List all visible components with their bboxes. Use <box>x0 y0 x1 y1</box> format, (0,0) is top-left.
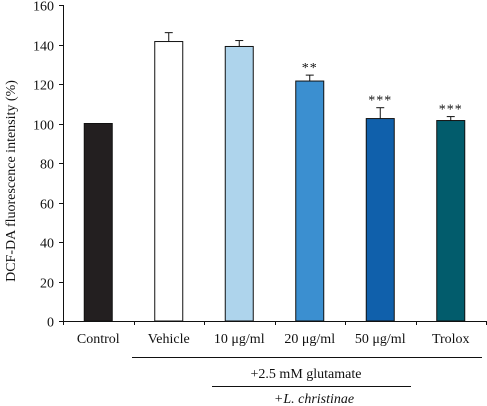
bar <box>436 120 466 322</box>
significance-marker: ** <box>302 61 318 76</box>
y-tick-label: 140 <box>33 40 54 55</box>
x-axis <box>63 321 487 325</box>
category-label: Vehicle <box>148 332 190 347</box>
bar <box>154 41 184 322</box>
y-axis-label: DCF-DA fluorescence intensity (%) <box>4 80 19 282</box>
category-labels: Control Vehicle 10 μg/ml 20 μg/ml 50 μg/ml Tr… <box>77 332 470 347</box>
category-label: 10 μg/ml <box>214 332 265 347</box>
y-tick-label: 120 <box>33 79 54 94</box>
significance-marker: *** <box>368 94 392 109</box>
category-label: Control <box>77 332 120 347</box>
significance-marker: *** <box>439 103 463 118</box>
y-tick-label: 100 <box>33 119 54 134</box>
category-label: 20 μg/ml <box>284 332 335 347</box>
y-tick-label: 80 <box>40 158 54 173</box>
bar <box>83 123 113 322</box>
y-tick-label: 20 <box>40 277 54 292</box>
group-label-glutamate: +2.5 mM glutamate <box>251 367 362 382</box>
error-bars <box>164 32 455 121</box>
y-axis: 0 20 40 60 80 100 120 140 160 <box>33 0 64 331</box>
significance-markers: ******** <box>302 61 463 118</box>
group-label-extract: +L. christinae <box>274 392 354 406</box>
y-tick-label: 60 <box>40 198 54 213</box>
bar <box>295 80 325 322</box>
bar <box>224 45 254 322</box>
bar <box>365 118 395 322</box>
y-tick-label: 160 <box>33 0 54 15</box>
category-label: 50 μg/ml <box>355 332 406 347</box>
category-label: Trolox <box>432 332 470 347</box>
y-tick-label: 40 <box>40 237 54 252</box>
bars <box>83 41 466 322</box>
y-tick-label: 0 <box>47 316 54 331</box>
